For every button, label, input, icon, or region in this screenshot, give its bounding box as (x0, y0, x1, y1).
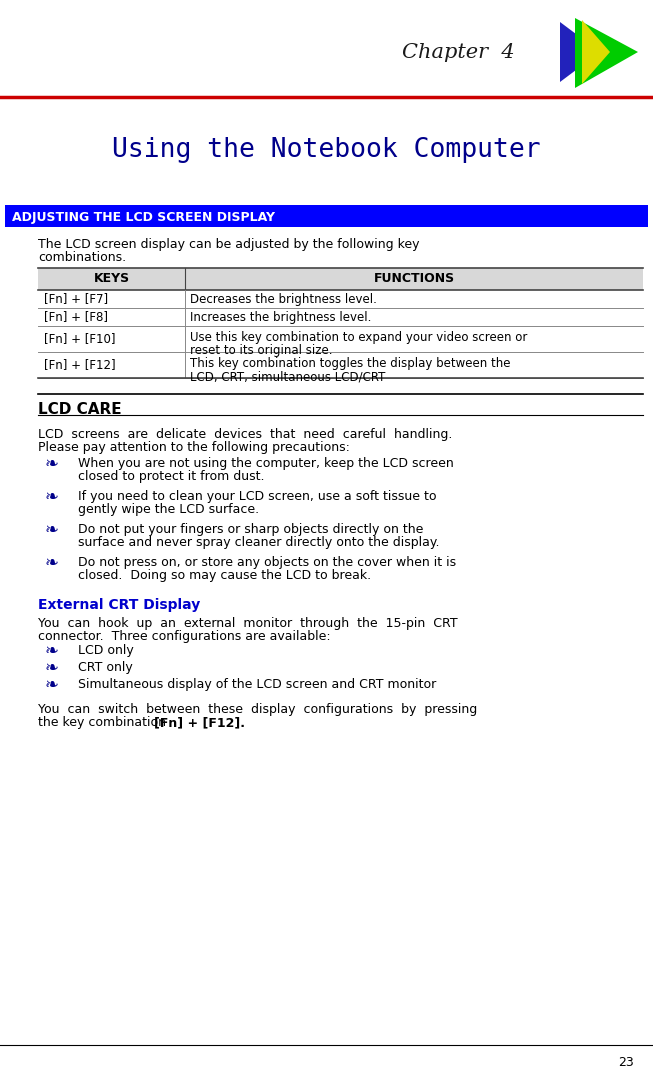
Text: reset to its original size.: reset to its original size. (190, 344, 332, 356)
Text: ❧: ❧ (45, 642, 59, 660)
Text: You  can  switch  between  these  display  configurations  by  pressing: You can switch between these display con… (38, 703, 477, 716)
Text: LCD, CRT, simultaneous LCD/CRT: LCD, CRT, simultaneous LCD/CRT (190, 370, 385, 383)
Text: [Fn] + [F12].: [Fn] + [F12]. (154, 716, 245, 729)
Text: 23: 23 (618, 1055, 634, 1068)
Bar (38, 268, 643, 290)
Text: ❧: ❧ (45, 554, 59, 572)
Text: When you are not using the computer, keep the LCD screen: When you are not using the computer, kee… (78, 457, 454, 470)
Text: closed.  Doing so may cause the LCD to break.: closed. Doing so may cause the LCD to br… (78, 569, 371, 582)
Text: connector.  Three configurations are available:: connector. Three configurations are avai… (38, 630, 330, 643)
Text: combinations.: combinations. (38, 251, 126, 264)
Text: ❧: ❧ (45, 488, 59, 506)
Text: LCD  screens  are  delicate  devices  that  need  careful  handling.: LCD screens are delicate devices that ne… (38, 428, 453, 440)
Text: the key combination: the key combination (38, 716, 170, 729)
Text: Increases the brightness level.: Increases the brightness level. (190, 310, 372, 323)
Polygon shape (575, 18, 638, 88)
Text: [Fn] + [F8]: [Fn] + [F8] (44, 310, 108, 323)
Text: Use this key combination to expand your video screen or: Use this key combination to expand your … (190, 331, 528, 344)
Bar (5, 205, 648, 227)
Text: LCD only: LCD only (78, 644, 134, 657)
Text: Decreases the brightness level.: Decreases the brightness level. (190, 293, 377, 306)
Text: This key combination toggles the display between the: This key combination toggles the display… (190, 356, 511, 370)
Polygon shape (582, 20, 610, 84)
Text: The LCD screen display can be adjusted by the following key: The LCD screen display can be adjusted b… (38, 238, 419, 251)
Text: [Fn] + [F7]: [Fn] + [F7] (44, 293, 108, 306)
Text: Please pay attention to the following precautions:: Please pay attention to the following pr… (38, 440, 350, 454)
Text: surface and never spray cleaner directly onto the display.: surface and never spray cleaner directly… (78, 536, 439, 549)
Text: ❧: ❧ (45, 659, 59, 677)
Text: Do not put your fingers or sharp objects directly on the: Do not put your fingers or sharp objects… (78, 523, 423, 536)
Text: KEYS: KEYS (93, 272, 129, 285)
Text: CRT only: CRT only (78, 661, 133, 674)
Text: Using the Notebook Computer: Using the Notebook Computer (112, 137, 540, 163)
Text: closed to protect it from dust.: closed to protect it from dust. (78, 470, 264, 482)
Text: ❧: ❧ (45, 521, 59, 538)
Text: FUNCTIONS: FUNCTIONS (374, 272, 454, 285)
Text: Chapter  4: Chapter 4 (402, 42, 515, 61)
Text: Simultaneous display of the LCD screen and CRT monitor: Simultaneous display of the LCD screen a… (78, 679, 436, 691)
Text: If you need to clean your LCD screen, use a soft tissue to: If you need to clean your LCD screen, us… (78, 490, 436, 503)
Text: gently wipe the LCD surface.: gently wipe the LCD surface. (78, 503, 259, 516)
Text: [Fn] + [F12]: [Fn] + [F12] (44, 359, 116, 372)
Text: ADJUSTING THE LCD SCREEN DISPLAY: ADJUSTING THE LCD SCREEN DISPLAY (12, 210, 275, 224)
Text: [Fn] + [F10]: [Fn] + [F10] (44, 333, 116, 346)
Text: ❧: ❧ (45, 454, 59, 473)
Text: You  can  hook  up  an  external  monitor  through  the  15-pin  CRT: You can hook up an external monitor thro… (38, 617, 458, 630)
Text: Do not press on, or store any objects on the cover when it is: Do not press on, or store any objects on… (78, 556, 456, 569)
Text: LCD CARE: LCD CARE (38, 402, 121, 417)
Text: ❧: ❧ (45, 676, 59, 694)
Text: External CRT Display: External CRT Display (38, 598, 200, 612)
Polygon shape (560, 22, 600, 82)
